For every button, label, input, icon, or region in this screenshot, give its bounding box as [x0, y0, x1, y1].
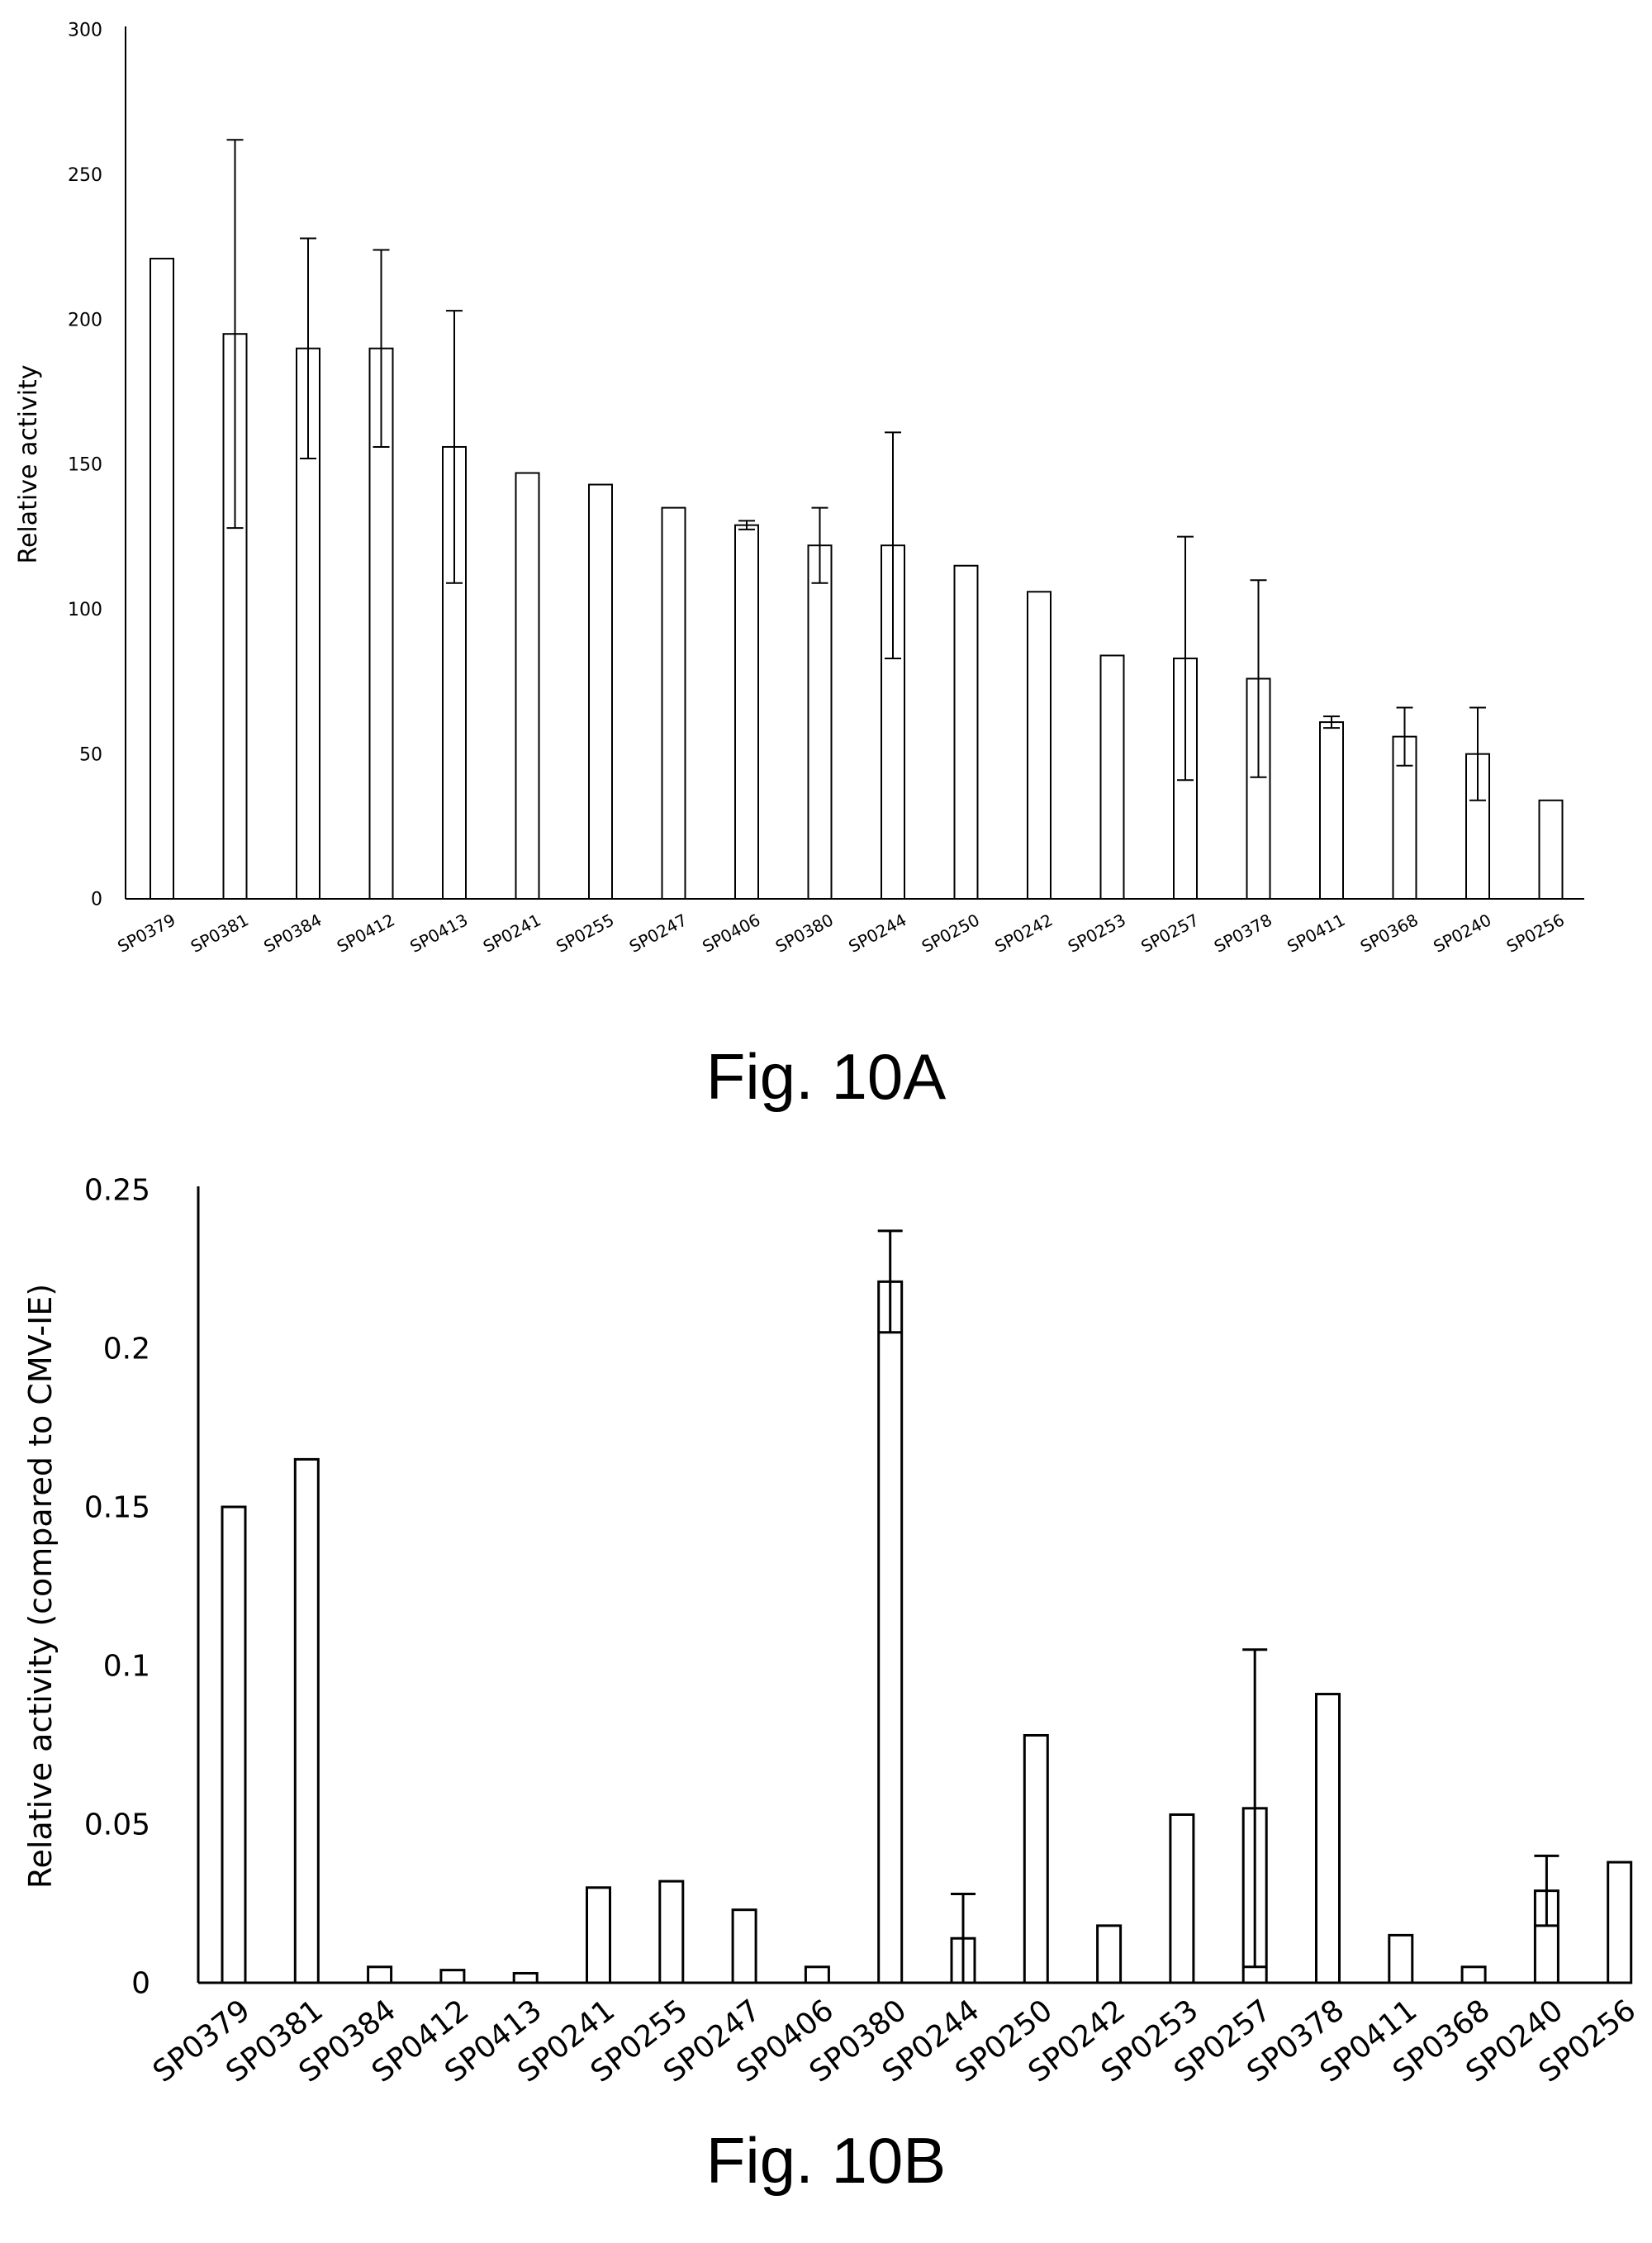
y-tick-label: 300 — [68, 21, 102, 41]
bar-chart-10a: 0 50 100 150 200 250 300 Relative activity SP037… — [14, 21, 1584, 957]
bar — [367, 1965, 393, 1984]
x-tick-label: SP0241 — [480, 910, 544, 957]
bar — [661, 506, 686, 900]
bar — [1315, 1693, 1341, 1984]
bar — [296, 347, 320, 900]
error-bar — [1534, 1854, 1559, 1927]
x-tick-label: SP0250 — [919, 910, 983, 957]
bar — [1027, 591, 1051, 900]
error-bar — [811, 506, 828, 584]
bar — [1460, 1965, 1487, 1984]
bar — [1099, 654, 1125, 900]
error-bar — [1323, 715, 1340, 729]
bar — [731, 1908, 757, 1984]
figure-10a: 0 50 100 150 200 250 300 Relative activity SP037… — [0, 0, 1652, 1107]
bar — [150, 258, 174, 900]
bar — [807, 544, 833, 900]
x-tick-label: SP0380 — [772, 910, 837, 957]
bar — [586, 1886, 611, 1984]
x-tick-label: SP0384 — [260, 910, 325, 957]
error-bar — [1250, 579, 1267, 778]
bar — [1607, 1860, 1633, 1984]
x-tick-label: SP0368 — [1357, 910, 1422, 957]
error-bar — [300, 237, 316, 459]
x-tick-label: SP0240 — [1430, 910, 1494, 957]
figure-caption-10b: Fig. 10B — [705, 2124, 947, 2197]
x-tick-label: SP0247 — [626, 910, 691, 957]
y-tick-label: 0.25 — [84, 1174, 150, 1208]
x-tick-label: SP0381 — [188, 910, 252, 957]
figure-caption-10a: Fig. 10A — [705, 1040, 947, 1113]
y-axis-label: Relative activity — [14, 364, 43, 563]
y-axis-label: Relative activity (compared to CMV-IE) — [22, 1284, 59, 1889]
bar — [221, 1505, 247, 1984]
x-tick-label: SP0378 — [1211, 910, 1275, 957]
error-bar — [951, 1892, 976, 1984]
error-bar — [877, 1229, 903, 1334]
error-bar — [738, 520, 755, 530]
x-tick-label: SP0257 — [1137, 910, 1202, 957]
error-bar — [446, 310, 463, 584]
bar — [804, 1965, 830, 1984]
y-tick-label: 0.1 — [103, 1650, 150, 1684]
y-tick-label: 250 — [68, 165, 102, 186]
bar — [953, 564, 979, 900]
bar — [877, 1280, 904, 1984]
bar — [1023, 1733, 1049, 1984]
error-bar — [373, 249, 390, 448]
bar — [658, 1879, 685, 1984]
error-bar — [1177, 535, 1194, 782]
bar — [1246, 677, 1271, 900]
x-tick-label: SP0413 — [406, 910, 471, 957]
bar-chart-10b: 0 0.05 0.1 0.15 0.2 0.25 Relative activity (co… — [22, 1174, 1642, 2089]
x-tick-label: SP0244 — [845, 910, 909, 957]
error-bar — [1242, 1648, 1268, 1969]
bar — [439, 1969, 466, 1984]
y-tick-label: 50 — [79, 744, 102, 765]
error-bar — [1396, 706, 1413, 767]
x-tick-label: SP0255 — [553, 910, 617, 957]
y-tick-label: 150 — [68, 455, 102, 476]
x-tick-label: SP0412 — [334, 910, 398, 957]
bar — [1169, 1813, 1195, 1984]
error-bar — [885, 431, 901, 659]
bar — [515, 472, 540, 900]
figure-10b: 0 0.05 0.1 0.15 0.2 0.25 Relative activity (co… — [0, 1107, 1652, 2243]
y-tick-label: 0.15 — [84, 1491, 150, 1525]
error-bar — [1469, 706, 1486, 801]
x-tick-label: SP0242 — [991, 910, 1056, 957]
bar — [1388, 1933, 1414, 1984]
bar — [1538, 799, 1564, 900]
x-tick-label: SP0411 — [1284, 910, 1348, 957]
y-tick-label: 100 — [68, 600, 102, 620]
y-tick-label: 200 — [68, 310, 102, 330]
x-tick-label: SP0256 — [1503, 910, 1568, 957]
bar — [512, 1971, 539, 1984]
y-tick-label: 0.05 — [84, 1808, 150, 1842]
y-tick-label: 0 — [131, 1967, 150, 2001]
bar — [881, 544, 905, 900]
bar — [734, 524, 759, 900]
bar — [588, 483, 613, 901]
error-bar — [226, 139, 244, 530]
y-tick-label: 0 — [91, 890, 102, 910]
bar — [1319, 721, 1344, 900]
bar — [293, 1457, 320, 1984]
x-tick-label: SP0379 — [114, 910, 178, 957]
x-tick-label: SP0253 — [1065, 910, 1129, 957]
x-tick-label: SP0406 — [699, 910, 763, 957]
bar — [1096, 1924, 1123, 1984]
y-tick-label: 0.2 — [103, 1333, 150, 1366]
